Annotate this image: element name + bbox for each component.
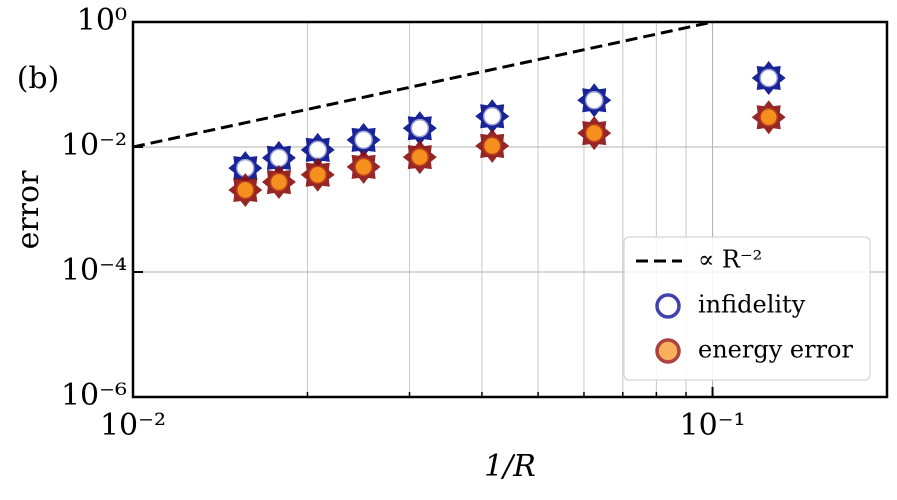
marker-core [410,147,430,167]
marker-core [269,148,289,168]
marker [577,116,612,151]
x-tick-label: 10⁻¹ [680,408,746,443]
marker [751,61,786,95]
marker-core [482,136,502,156]
marker [228,151,263,186]
marker [346,149,381,184]
marker [751,100,786,135]
legend-marker [655,293,681,319]
marker [402,111,437,146]
marker [300,157,335,192]
annotation: (b) [17,61,60,96]
y-tick-label: 10⁻⁶ [61,378,127,413]
legend-box [623,236,871,381]
legend-label: infidelity [698,291,806,319]
marker-core [759,107,778,127]
axes-frame [131,20,889,399]
marker-core [410,118,430,138]
y-tick-label: 10⁻² [61,128,127,163]
marker [475,99,510,134]
marker [346,122,381,157]
legend-marker [655,338,681,364]
legend-label: energy error [698,336,853,364]
legend: ∝ R⁻² infidelity energy error [636,246,853,364]
marker-core [236,180,255,200]
y-tick-label: 10⁻⁴ [61,253,127,288]
marker [261,140,296,175]
marker [475,128,510,163]
marker-core [354,157,373,177]
marker [300,132,335,167]
marker [261,165,296,199]
marker-core [354,130,373,150]
marker-core [584,90,604,110]
axes: 10⁻² 10⁻¹ 10⁻⁶ 10⁻⁴ 10⁻² 10⁰ [61,3,888,443]
marker-core [308,165,327,184]
marker [228,173,263,207]
marker-core [759,68,778,88]
y-axis-label: error [11,170,46,249]
marker-core [308,140,327,160]
marker-core [482,107,502,126]
trend-line [133,22,713,149]
marker [577,83,612,118]
x-tick-label: 10⁻² [100,408,166,443]
marker-core [584,123,604,143]
marker-core [269,172,289,192]
marker [402,140,437,175]
legend-label: ∝ R⁻² [698,246,762,274]
x-axis-label: 1/R [484,449,536,484]
y-tick-label: 10⁰ [77,3,127,38]
plot-area [133,22,786,207]
